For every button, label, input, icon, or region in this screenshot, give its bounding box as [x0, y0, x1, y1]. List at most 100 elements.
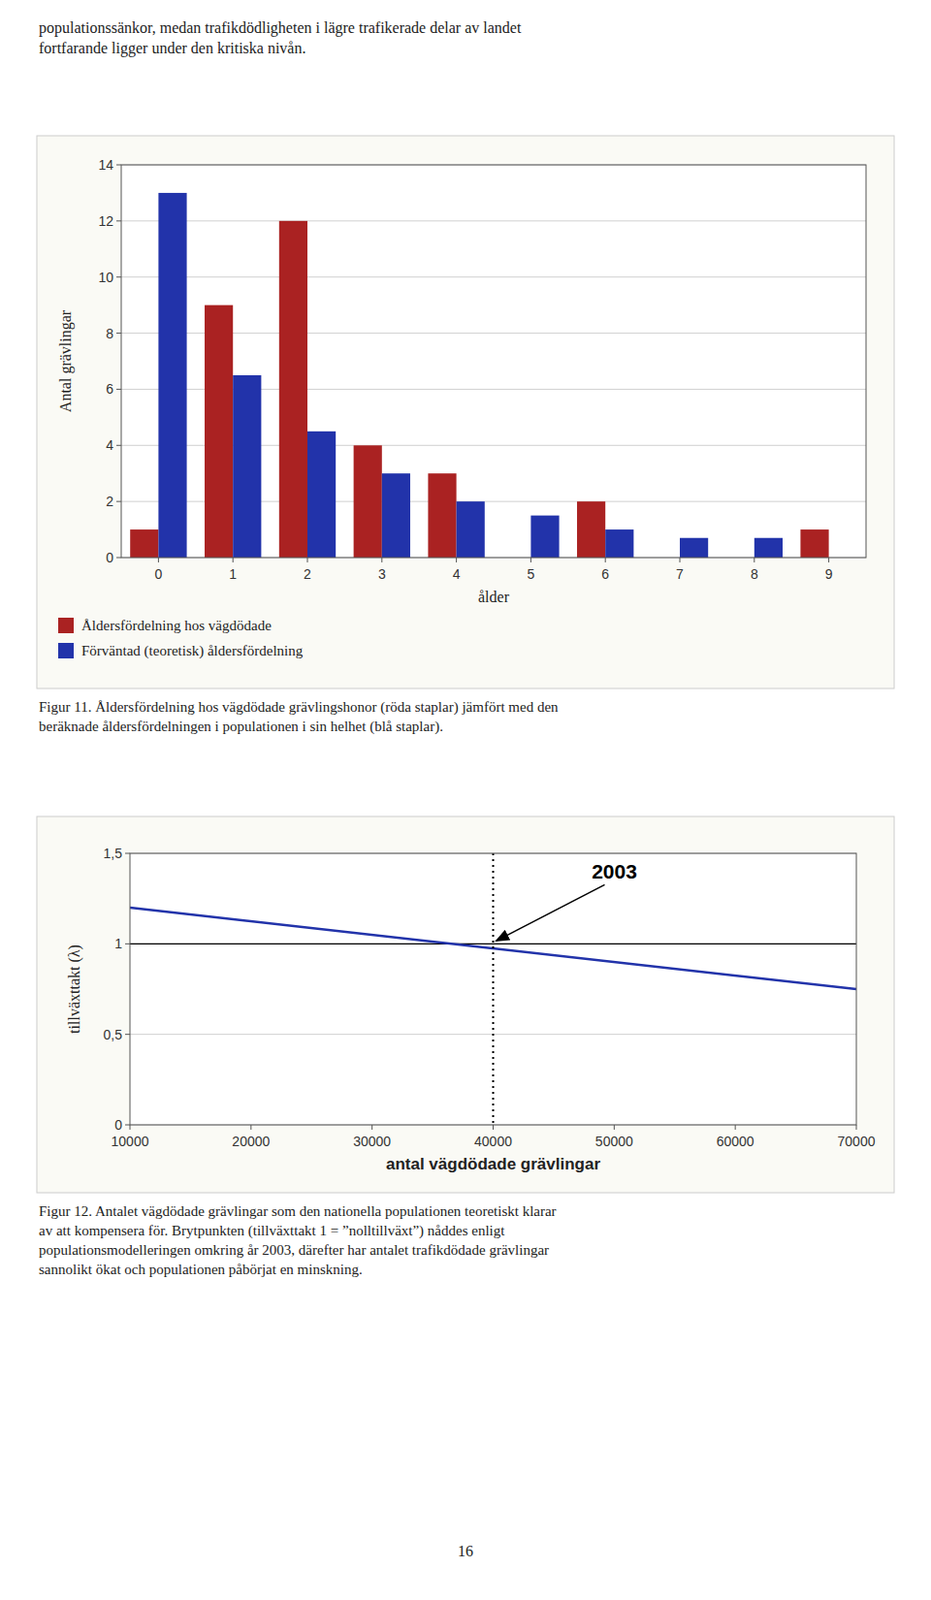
- caption-line: beräknade åldersfördelningen i populatio…: [38, 718, 444, 736]
- y-tick: [125, 943, 130, 945]
- reference-vline: [492, 853, 495, 1125]
- y-tick: [125, 1033, 130, 1035]
- y-axis-label: tillväxttakt (λ): [65, 944, 84, 1034]
- caption-line: Figur 12. Antalet vägdödade grävlingar s…: [38, 1203, 557, 1220]
- chart-box: [36, 816, 895, 1193]
- bar: [382, 473, 411, 558]
- y-tick: [125, 1124, 130, 1126]
- x-tick-label: 40000: [474, 1133, 513, 1150]
- x-tick: [371, 1124, 373, 1130]
- grid-line: [121, 276, 867, 278]
- x-tick-label: 60000: [716, 1133, 755, 1150]
- annotation-text: 2003: [591, 860, 638, 883]
- annotation-arrow: [496, 884, 606, 941]
- y-tick-label: 6: [105, 381, 114, 397]
- x-tick: [613, 1124, 615, 1130]
- y-tick: [116, 445, 122, 447]
- bar: [158, 192, 187, 558]
- y-tick-label: 14: [97, 157, 114, 173]
- caption: Figur 11. Åldersfördelning hos vägdödade…: [38, 699, 559, 736]
- legend-swatch: [58, 617, 74, 634]
- y-tick-label: 4: [105, 437, 114, 453]
- page: populationssänkor, medan trafikdödlighet…: [0, 0, 931, 1600]
- intro-text-line: fortfarande ligger under den kritiska ni…: [38, 39, 306, 58]
- y-tick-label: 1,5: [103, 845, 124, 862]
- y-tick-label: 2: [105, 493, 114, 510]
- x-tick-label: 50000: [595, 1133, 634, 1150]
- x-tick: [307, 557, 309, 563]
- plot-frame: [129, 853, 857, 1125]
- y-tick-label: 12: [97, 213, 114, 229]
- x-tick-label: 7: [675, 566, 684, 582]
- x-tick: [530, 557, 532, 563]
- bar: [605, 529, 634, 558]
- x-tick-label: 1: [228, 566, 237, 582]
- chart-box: [36, 135, 895, 689]
- x-axis-label: ålder: [478, 588, 511, 606]
- x-tick: [158, 557, 160, 563]
- y-tick-label: 0: [105, 549, 114, 566]
- x-tick-label: 70000: [837, 1133, 876, 1150]
- bar: [530, 515, 559, 558]
- x-tick: [856, 1124, 858, 1130]
- x-tick-label: 2: [303, 566, 312, 582]
- legend-swatch: [58, 642, 74, 659]
- x-tick-label: 4: [452, 566, 461, 582]
- x-tick: [753, 557, 755, 563]
- caption-line: av att kompensera för. Brytpunkten (till…: [38, 1222, 506, 1240]
- caption-line: Figur 11. Åldersfördelning hos vägdödade…: [38, 699, 559, 716]
- y-tick: [116, 557, 122, 559]
- x-tick-label: 5: [527, 566, 536, 582]
- x-tick: [232, 557, 234, 563]
- x-tick: [129, 1124, 131, 1130]
- x-tick: [679, 557, 681, 563]
- y-tick-label: 0,5: [103, 1027, 124, 1043]
- caption-line: sannolikt ökat och populationen påbörjat…: [38, 1261, 363, 1278]
- caption-line: populationsmodelleringen omkring år 2003…: [38, 1242, 549, 1258]
- bar: [353, 445, 383, 558]
- bar: [577, 501, 606, 558]
- y-tick: [116, 220, 122, 222]
- y-tick-label: 10: [97, 269, 114, 286]
- bar: [679, 538, 708, 558]
- bar: [279, 221, 308, 558]
- y-axis-label: Antal grävlingar: [57, 309, 75, 413]
- y-tick-label: 1: [114, 935, 123, 952]
- page-number: 16: [457, 1542, 474, 1560]
- x-tick-label: 10000: [111, 1133, 150, 1150]
- x-tick: [605, 557, 607, 563]
- y-tick: [116, 332, 122, 334]
- x-tick: [735, 1124, 737, 1130]
- plot-area: [129, 853, 857, 1125]
- y-tick: [116, 276, 122, 278]
- plot-area: [121, 164, 867, 558]
- y-tick: [116, 501, 122, 503]
- x-tick: [455, 557, 457, 563]
- grid-line: [129, 943, 857, 945]
- x-tick-label: 20000: [231, 1133, 270, 1150]
- bar: [129, 529, 159, 558]
- bar: [232, 375, 261, 558]
- bar: [800, 529, 829, 558]
- caption: Figur 12. Antalet vägdödade grävlingar s…: [38, 1203, 557, 1278]
- y-tick-label: 0: [114, 1117, 123, 1133]
- plot-marks: [129, 853, 857, 1125]
- x-tick: [492, 1124, 494, 1130]
- x-tick-label: 0: [155, 566, 163, 582]
- x-tick-label: 6: [601, 566, 610, 582]
- legend-label: Förväntad (teoretisk) åldersfördelning: [81, 642, 304, 660]
- x-tick-label: 8: [750, 566, 759, 582]
- plot-marks: [129, 192, 829, 558]
- x-tick: [828, 557, 830, 563]
- x-tick-label: 30000: [353, 1133, 391, 1150]
- reference-hline: [129, 943, 857, 945]
- bar: [427, 473, 456, 558]
- y-tick-label: 8: [105, 325, 114, 342]
- x-axis-label: antal vägdödade grävlingar: [385, 1155, 601, 1174]
- x-tick: [250, 1124, 252, 1130]
- bar: [307, 431, 336, 558]
- x-tick: [381, 557, 383, 563]
- bar: [204, 305, 233, 558]
- y-tick: [116, 388, 122, 390]
- x-tick-label: 3: [378, 566, 386, 582]
